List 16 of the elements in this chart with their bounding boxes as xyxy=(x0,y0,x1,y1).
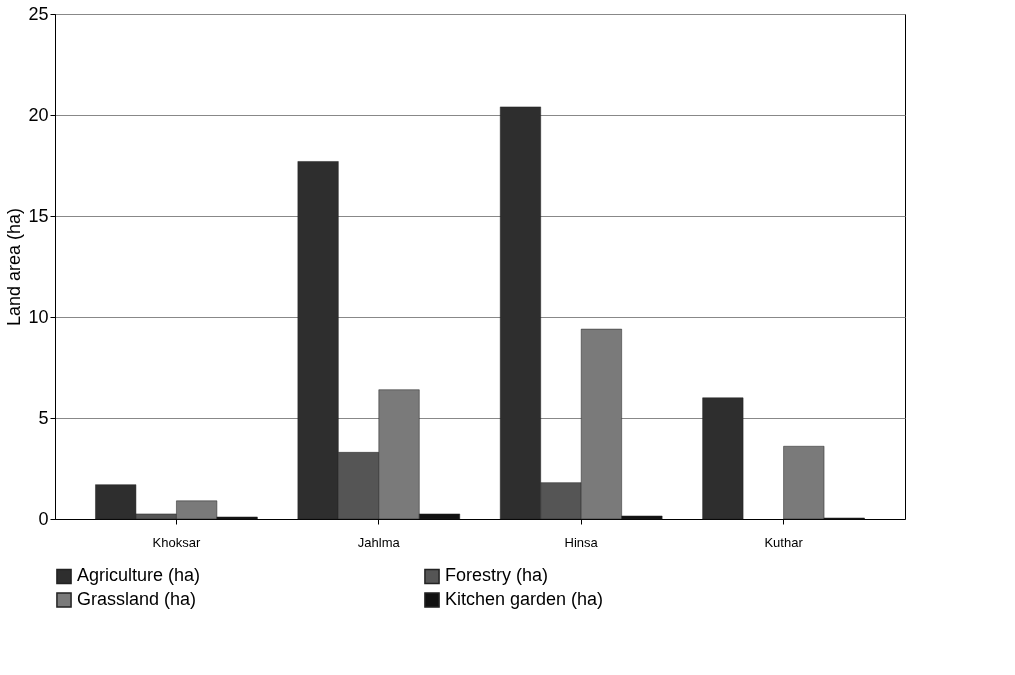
legend-label: Grassland (ha) xyxy=(77,589,197,609)
y-tick-label: 15 xyxy=(28,205,49,226)
x-tick-label: Jahlma xyxy=(357,534,401,550)
x-tick-label: Khoksar xyxy=(152,534,201,550)
y-tick-label: 10 xyxy=(28,306,49,327)
x-tick-label: Kuthar xyxy=(764,534,804,550)
x-tick-label: Hinsa xyxy=(564,534,599,550)
y-tick-label: 5 xyxy=(38,407,49,428)
legend-label: Kitchen garden (ha) xyxy=(445,589,604,609)
y-tick-label: 20 xyxy=(28,104,49,125)
legend-label: Agriculture (ha) xyxy=(77,565,201,586)
y-axis-title: Land area (ha) xyxy=(4,207,25,327)
y-tick-label: 25 xyxy=(28,3,49,24)
bar xyxy=(702,397,744,520)
y-tick-label: 0 xyxy=(38,508,49,529)
legend-label: Forestry (ha) xyxy=(445,565,549,586)
